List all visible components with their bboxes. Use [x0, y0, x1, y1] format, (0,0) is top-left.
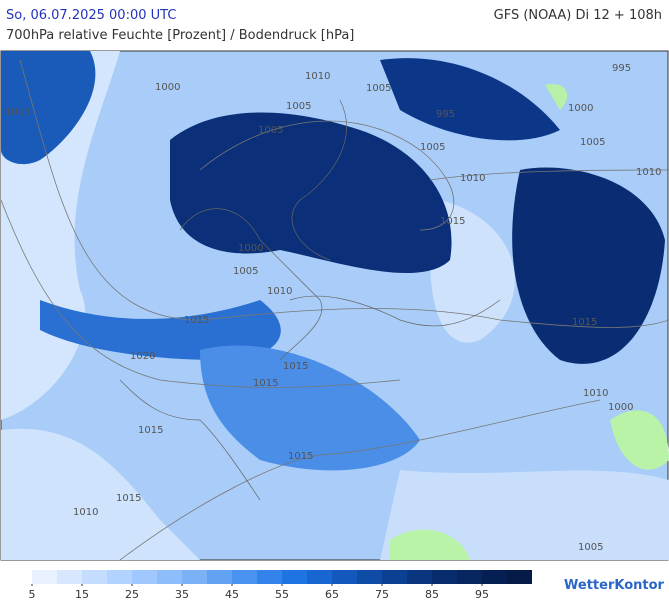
- colorbar-swatch: [232, 570, 257, 584]
- isobar-label: 1010: [460, 173, 485, 184]
- moist-area: [40, 300, 281, 360]
- colorbar-swatch: [357, 570, 382, 584]
- isobar-label: 1015: [184, 315, 209, 326]
- colorbar-swatch: [157, 570, 182, 584]
- isobar-label: 1015: [138, 425, 163, 436]
- isobar-label: 1015: [288, 451, 313, 462]
- isobar-label: 1015: [440, 216, 465, 227]
- isobar-label: 1015: [116, 493, 141, 504]
- isobar-label: 995: [436, 109, 455, 120]
- colorbar-swatch: [32, 570, 57, 584]
- colorbar-swatch: [132, 570, 157, 584]
- colorbar-swatch: [57, 570, 82, 584]
- colorbar-swatch: [182, 570, 207, 584]
- isobar-label: 1005: [286, 101, 311, 112]
- isobar-label: 995: [612, 63, 631, 74]
- isobar-label: 1015: [5, 107, 30, 118]
- dry-area: [380, 470, 669, 560]
- isobar-label: 1010: [305, 71, 330, 82]
- isobar-label: 1020: [130, 351, 155, 362]
- moist-area: [1, 51, 96, 165]
- isobar-label: 1015: [572, 317, 597, 328]
- colorbar-tick-label: 45: [225, 588, 239, 600]
- colorbar-tick-label: 5: [29, 588, 36, 600]
- isobar-label: 1005: [420, 142, 445, 153]
- colorbar-swatch: [82, 570, 107, 584]
- isobar-label: 1015: [283, 361, 308, 372]
- coastlines: [119, 99, 501, 501]
- isobar-label: 1010: [267, 286, 292, 297]
- isobar-label: 1005: [580, 137, 605, 148]
- isobar-label: 1005: [233, 266, 258, 277]
- dry-area: [430, 200, 515, 343]
- isobar-label: 1005: [578, 542, 603, 553]
- colorbar-swatch: [332, 570, 357, 584]
- isobar-label: 1000: [568, 103, 593, 114]
- colorbar-swatch: [507, 570, 532, 584]
- isobar-label: 1015: [253, 378, 278, 389]
- isobar-label: 1000: [608, 402, 633, 413]
- colorbar-swatch: [457, 570, 482, 584]
- dry-area: [1, 428, 200, 560]
- logo: WetterKontor: [564, 578, 665, 593]
- isobar-label: 1000: [238, 243, 263, 254]
- colorbar-swatch: [257, 570, 282, 584]
- colorbar-swatch: [407, 570, 432, 584]
- colorbar-swatch: [382, 570, 407, 584]
- colorbar-tick-label: 25: [125, 588, 139, 600]
- colorbar-tick-label: 85: [425, 588, 439, 600]
- isobars: [0, 59, 669, 561]
- isobar-label: 1005: [366, 83, 391, 94]
- moist-area: [170, 112, 452, 273]
- land-patch: [390, 529, 470, 560]
- colorbar-swatch: [482, 570, 507, 584]
- subtitle: 700hPa relative Feuchte [Prozent] / Bode…: [6, 28, 354, 43]
- model-label: GFS (NOAA) Di 12 + 108h: [494, 8, 662, 23]
- colorbar-swatch: [107, 570, 132, 584]
- land-patch: [610, 410, 669, 470]
- colorbar-tick-label: 15: [75, 588, 89, 600]
- colorbar-tick-label: 65: [325, 588, 339, 600]
- isobar-label: 1010: [73, 507, 98, 518]
- colorbar-swatch: [207, 570, 232, 584]
- isobar-label: 1005: [258, 125, 283, 136]
- isobar-label: 1000: [155, 82, 180, 93]
- colorbar-tick-label: 35: [175, 588, 189, 600]
- colorbar-tick-label: 55: [275, 588, 289, 600]
- moist-area: [200, 345, 420, 471]
- moist-area: [380, 58, 560, 141]
- land-patch: [545, 84, 568, 110]
- colorbar-swatch: [282, 570, 307, 584]
- colorbar-tick-label: 95: [475, 588, 489, 600]
- isobar-label: 1010: [636, 167, 661, 178]
- date-label: So, 06.07.2025 00:00 UTC: [6, 8, 176, 23]
- colorbar-swatch: [307, 570, 332, 584]
- colorbar-tick-label: 75: [375, 588, 389, 600]
- isobar-label: 1010: [583, 388, 608, 399]
- colorbar: 5 15 25 35 45 55 65 75 85 95: [29, 570, 532, 601]
- moist-area: [512, 167, 665, 364]
- colorbar-swatch: [432, 570, 457, 584]
